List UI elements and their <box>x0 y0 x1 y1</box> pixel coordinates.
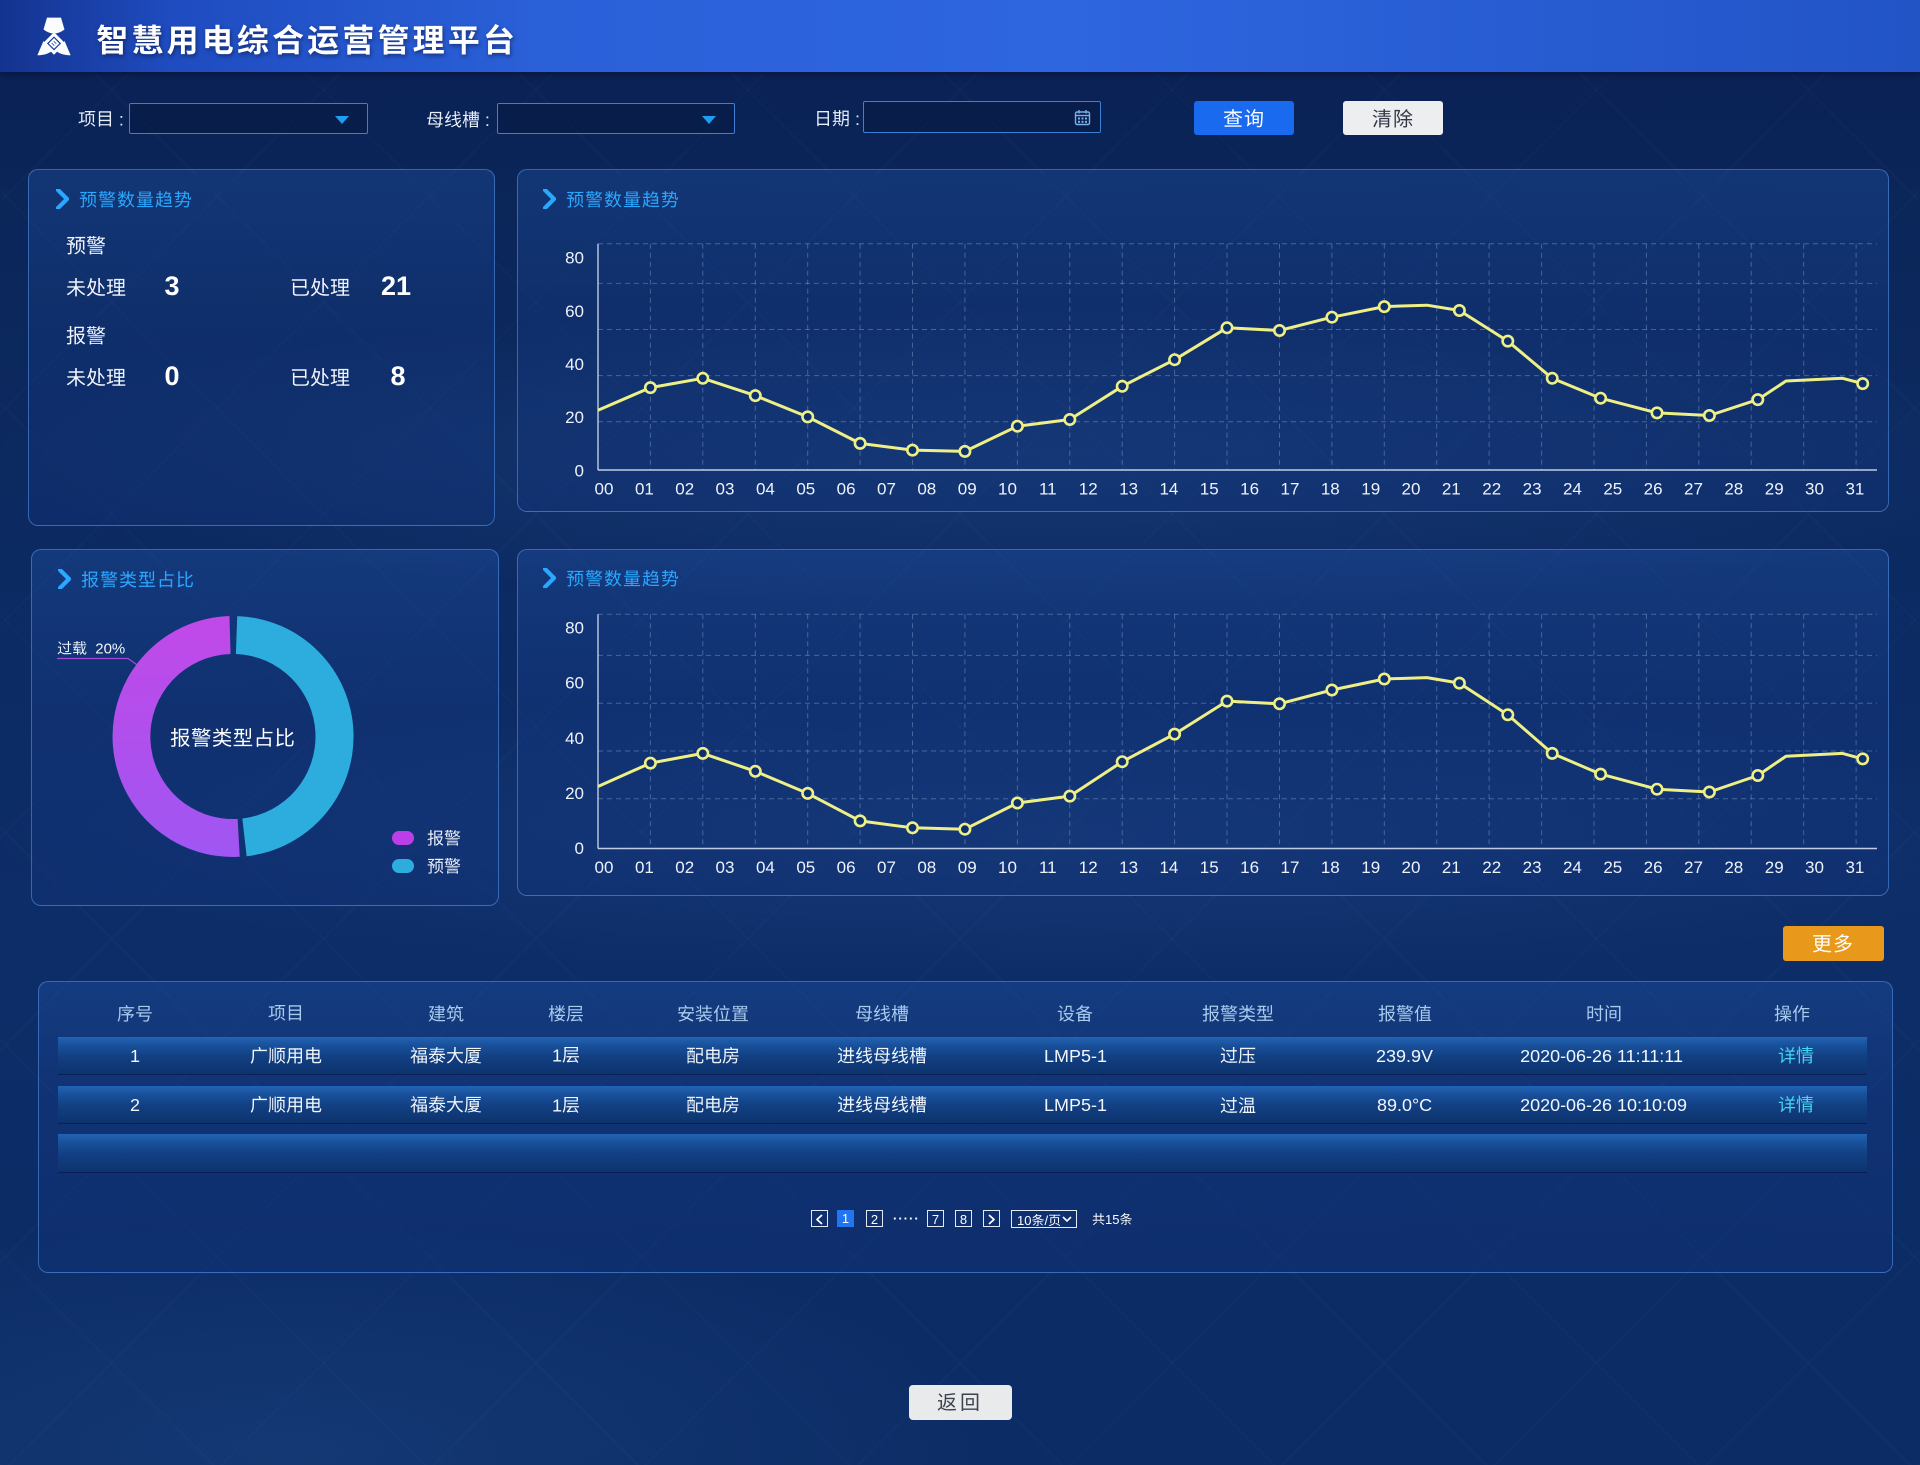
svg-text:09: 09 <box>958 480 977 499</box>
svg-text:19: 19 <box>1361 858 1380 877</box>
svg-text:03: 03 <box>716 858 735 877</box>
svg-text:60: 60 <box>565 674 584 693</box>
svg-text:0: 0 <box>575 461 584 480</box>
svg-text:06: 06 <box>837 480 856 499</box>
svg-text:06: 06 <box>837 858 856 877</box>
svg-text::: : <box>119 109 124 129</box>
svg-text:10: 10 <box>998 858 1017 877</box>
svg-text::: : <box>855 109 860 129</box>
svg-text:2: 2 <box>130 1095 140 1115</box>
svg-text:29: 29 <box>1765 480 1784 499</box>
svg-text:07: 07 <box>877 858 896 877</box>
svg-text:22: 22 <box>1482 480 1501 499</box>
svg-text:20: 20 <box>1402 480 1421 499</box>
svg-text:20%: 20% <box>95 641 125 658</box>
svg-text:14: 14 <box>1159 480 1178 499</box>
svg-text::: : <box>485 110 490 130</box>
svg-text:21: 21 <box>1442 858 1461 877</box>
svg-text:11: 11 <box>1039 858 1057 877</box>
svg-text:12: 12 <box>1079 480 1098 499</box>
svg-text:80: 80 <box>565 618 584 637</box>
svg-text:10: 10 <box>1017 1212 1031 1227</box>
svg-text:13: 13 <box>1119 480 1138 499</box>
svg-text:30: 30 <box>1805 858 1824 877</box>
svg-text:60: 60 <box>565 302 584 321</box>
svg-text:02: 02 <box>675 480 694 499</box>
svg-text:25: 25 <box>1603 858 1622 877</box>
svg-text:24: 24 <box>1563 858 1582 877</box>
svg-text:31: 31 <box>1845 480 1864 499</box>
svg-text:15: 15 <box>1200 480 1219 499</box>
svg-text:1: 1 <box>552 1046 562 1066</box>
svg-text:01: 01 <box>635 858 654 877</box>
svg-text:02: 02 <box>675 858 694 877</box>
svg-text:15: 15 <box>1105 1212 1119 1227</box>
svg-text:00: 00 <box>595 858 614 877</box>
svg-text:05: 05 <box>796 480 815 499</box>
svg-text:03: 03 <box>716 480 735 499</box>
svg-text:16: 16 <box>1240 480 1259 499</box>
svg-text:27: 27 <box>1684 480 1703 499</box>
svg-text:12: 12 <box>1079 858 1098 877</box>
svg-text:15: 15 <box>1200 858 1219 877</box>
svg-text:28: 28 <box>1724 480 1743 499</box>
svg-text:04: 04 <box>756 858 775 877</box>
svg-text:13: 13 <box>1119 858 1138 877</box>
svg-text:89.0°C: 89.0°C <box>1377 1095 1432 1115</box>
svg-text:情: 情 <box>1796 1095 1814 1115</box>
svg-text:2020-06-26 10:10:09: 2020-06-26 10:10:09 <box>1520 1095 1687 1115</box>
svg-text:20: 20 <box>565 408 584 427</box>
svg-text:40: 40 <box>565 729 584 748</box>
svg-text:04: 04 <box>756 480 775 499</box>
svg-text:00: 00 <box>595 480 614 499</box>
svg-text:0: 0 <box>575 839 584 858</box>
svg-text:LMP5-1: LMP5-1 <box>1044 1046 1107 1066</box>
svg-text:239.9V: 239.9V <box>1376 1046 1433 1066</box>
svg-text:10: 10 <box>998 480 1017 499</box>
svg-text:21: 21 <box>1442 480 1461 499</box>
svg-text:20: 20 <box>565 784 584 803</box>
svg-text:07: 07 <box>877 480 896 499</box>
svg-text:1: 1 <box>552 1095 562 1115</box>
svg-text:30: 30 <box>1805 480 1824 499</box>
svg-text:09: 09 <box>958 858 977 877</box>
svg-text:01: 01 <box>635 480 654 499</box>
svg-text:1: 1 <box>130 1046 140 1066</box>
svg-text:11: 11 <box>1039 480 1057 499</box>
svg-text:2020-06-26 11:11:11: 2020-06-26 11:11:11 <box>1520 1046 1683 1066</box>
svg-text:19: 19 <box>1361 480 1380 499</box>
svg-text:29: 29 <box>1765 858 1784 877</box>
svg-text:23: 23 <box>1523 480 1542 499</box>
svg-text:08: 08 <box>917 858 936 877</box>
svg-text:40: 40 <box>565 355 584 374</box>
svg-text:18: 18 <box>1321 480 1340 499</box>
svg-text:25: 25 <box>1603 480 1622 499</box>
svg-text:17: 17 <box>1281 858 1300 877</box>
svg-text:14: 14 <box>1159 858 1178 877</box>
svg-text:24: 24 <box>1563 480 1582 499</box>
svg-text:18: 18 <box>1321 858 1340 877</box>
svg-text:80: 80 <box>565 249 584 268</box>
svg-text:17: 17 <box>1281 480 1300 499</box>
svg-text:08: 08 <box>917 480 936 499</box>
svg-text:20: 20 <box>1402 858 1421 877</box>
svg-text:/: / <box>1045 1212 1049 1227</box>
svg-text:22: 22 <box>1482 858 1501 877</box>
svg-text:LMP5-1: LMP5-1 <box>1044 1095 1107 1115</box>
svg-text:26: 26 <box>1644 480 1663 499</box>
svg-text:28: 28 <box>1724 858 1743 877</box>
svg-text:23: 23 <box>1523 858 1542 877</box>
svg-text:情: 情 <box>1796 1046 1814 1066</box>
svg-text:05: 05 <box>796 858 815 877</box>
svg-text:27: 27 <box>1684 858 1703 877</box>
svg-text:16: 16 <box>1240 858 1259 877</box>
svg-text:26: 26 <box>1644 858 1663 877</box>
svg-text:31: 31 <box>1845 858 1864 877</box>
